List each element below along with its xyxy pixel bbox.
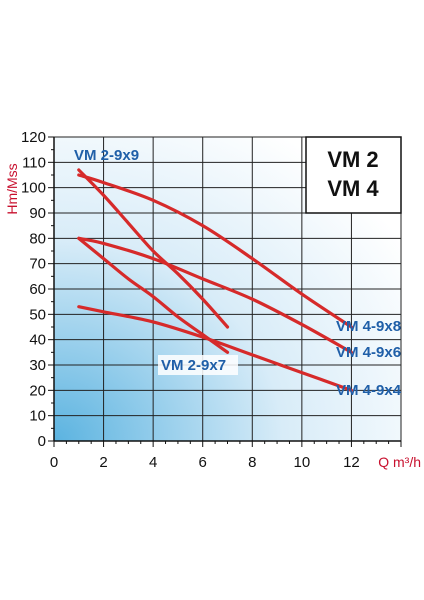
y-tick-label-20: 20 bbox=[29, 382, 46, 399]
x-tick-label-6: 6 bbox=[199, 454, 207, 471]
y-tick-label-70: 70 bbox=[29, 256, 46, 273]
x-tick-label-12: 12 bbox=[343, 454, 360, 471]
curve-vm-4-9x6 bbox=[77, 236, 354, 354]
series-label-vm-2-9x9: VM 2-9x9 bbox=[74, 147, 139, 164]
series-label-vm-4-9x6: VM 4-9x6 bbox=[336, 344, 401, 361]
y-tick-label-10: 10 bbox=[29, 408, 46, 425]
curve-vm-2-9x9 bbox=[77, 168, 230, 329]
x-tick-label-10: 10 bbox=[294, 454, 311, 471]
series-label-bg-vm-2-9x7 bbox=[158, 355, 238, 375]
model-legend-frame bbox=[305, 136, 402, 214]
y-tick-label-40: 40 bbox=[29, 332, 46, 349]
x-axis-title: Q m³/h bbox=[378, 454, 421, 470]
curve-vm-2-9x7 bbox=[77, 236, 230, 354]
y-tick-label-80: 80 bbox=[29, 230, 46, 247]
x-tick-labels: 0 2 4 6 8 10 12 bbox=[50, 454, 360, 471]
y-tick-labels: 0 10 20 30 40 50 60 70 80 90 100 110 120 bbox=[21, 129, 46, 450]
x-tick-label-0: 0 bbox=[50, 454, 58, 471]
series-label-vm-4-9x8: VM 4-9x8 bbox=[336, 318, 401, 335]
x-tick-label-4: 4 bbox=[149, 454, 157, 471]
axes bbox=[48, 136, 402, 447]
y-tick-label-60: 60 bbox=[29, 281, 46, 298]
model-legend-box: VM 2 VM 4 bbox=[305, 136, 402, 214]
curve-vm-4-9x8 bbox=[77, 173, 354, 329]
y-tick-label-100: 100 bbox=[21, 180, 46, 197]
x-tick-label-2: 2 bbox=[99, 454, 107, 471]
y-tick-label-90: 90 bbox=[29, 205, 46, 222]
y-tick-label-120: 120 bbox=[21, 129, 46, 146]
y-axis-title: Hm/Mss bbox=[4, 163, 20, 214]
y-tick-label-110: 110 bbox=[22, 154, 46, 171]
series-labels: VM 2-9x9 VM 2-9x7 VM 4-9x8 VM 4-9x6 VM 4-9x4 bbox=[74, 147, 402, 399]
series-label-vm-4-9x4: VM 4-9x4 bbox=[336, 382, 402, 399]
model-label-0: VM 2 bbox=[327, 147, 378, 172]
pump-curves bbox=[77, 168, 354, 392]
y-tick-label-30: 30 bbox=[29, 357, 46, 374]
x-tick-label-8: 8 bbox=[248, 454, 256, 471]
y-tick-label-0: 0 bbox=[38, 433, 46, 450]
curve-vm-4-9x4 bbox=[77, 305, 354, 392]
series-label-vm-2-9x7: VM 2-9x7 bbox=[161, 357, 226, 374]
grid-lines bbox=[54, 136, 402, 441]
model-label-1: VM 4 bbox=[327, 176, 379, 201]
y-tick-label-50: 50 bbox=[29, 306, 46, 323]
